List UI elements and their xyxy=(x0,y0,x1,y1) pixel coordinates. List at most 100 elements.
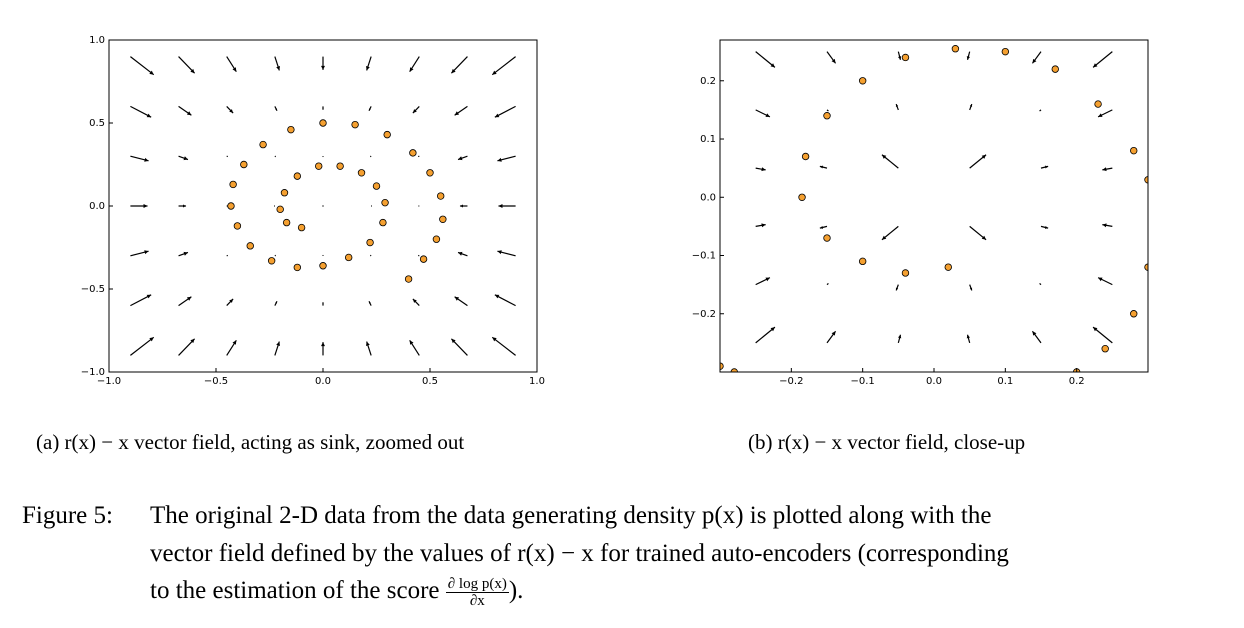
vector-arrow xyxy=(322,302,324,306)
vector-arrow xyxy=(412,105,420,114)
vector-arrow xyxy=(1040,225,1049,229)
vector-arrow xyxy=(274,301,278,306)
vector-arrow xyxy=(321,342,325,356)
caption-line: to the estimation of the score xyxy=(150,577,440,605)
vector-arrow xyxy=(819,225,828,229)
data-point xyxy=(319,262,327,270)
data-point xyxy=(1051,65,1059,73)
x-tick-label: 0.0 xyxy=(315,376,331,387)
x-tick-label: −0.5 xyxy=(204,376,228,387)
vector-arrow xyxy=(826,51,837,64)
data-point xyxy=(227,202,235,210)
vector-arrow xyxy=(409,56,420,73)
vector-arrow xyxy=(826,109,829,112)
data-point xyxy=(823,234,831,242)
data-point xyxy=(381,198,389,207)
vector-arrow xyxy=(755,223,766,228)
vector-arrow xyxy=(274,341,281,356)
data-point xyxy=(287,125,295,134)
data-point xyxy=(409,149,417,157)
vector-arrow xyxy=(130,155,149,162)
fraction: ∂ log p(x) ∂x xyxy=(445,576,509,609)
vector-arrow xyxy=(966,334,971,344)
vector-arrow xyxy=(412,298,420,307)
y-tick-label: −0.2 xyxy=(692,309,716,320)
vector-arrow xyxy=(897,334,902,344)
data-point xyxy=(1094,100,1102,108)
x-tick-label: −1.0 xyxy=(97,376,121,387)
vector-arrow xyxy=(274,56,281,71)
vector-arrow xyxy=(130,204,148,208)
y-tick-label: 0.2 xyxy=(700,76,716,87)
data-point xyxy=(1101,345,1109,353)
data-point xyxy=(344,253,353,262)
x-tick-label: 0.5 xyxy=(422,376,438,387)
vector-arrow xyxy=(1092,51,1113,68)
vector-arrow xyxy=(178,155,189,161)
y-tick-label: −1.0 xyxy=(81,367,105,378)
vector-arrow xyxy=(497,155,516,162)
data-point xyxy=(372,182,381,190)
vector-arrow xyxy=(1102,167,1113,172)
subcaption: (b) r(x) − x vector field, close-up xyxy=(748,430,1026,454)
vector-arrow xyxy=(365,341,372,356)
vector-arrow xyxy=(755,109,771,118)
data-point xyxy=(246,242,254,250)
data-point xyxy=(233,222,242,230)
x-tick-label: 1.0 xyxy=(529,376,545,387)
vector-arrow xyxy=(755,277,771,286)
y-tick-label: 0.5 xyxy=(89,118,105,129)
data-point xyxy=(951,45,960,53)
data-point xyxy=(259,140,267,149)
data-point xyxy=(293,172,302,180)
figure-label: Figure 5: xyxy=(22,502,113,529)
data-point xyxy=(858,257,867,266)
vector-arrow xyxy=(1039,283,1042,286)
vector-arrow xyxy=(1040,165,1049,169)
caption-line: The original 2-D data from the data gene… xyxy=(150,502,992,529)
denominator: ∂x xyxy=(469,593,485,609)
vector-arrow xyxy=(226,105,234,114)
data-point xyxy=(858,77,867,85)
data-point xyxy=(419,255,428,263)
vector-arrow xyxy=(454,296,468,307)
vector-arrow xyxy=(969,225,987,241)
vector-arrow xyxy=(457,251,468,257)
data-point xyxy=(276,205,284,214)
vector-arrow xyxy=(498,204,516,208)
caption-line: vector field defined by the values of r(… xyxy=(150,540,1009,567)
vector-arrow xyxy=(178,204,187,208)
x-tick-label: 0.1 xyxy=(997,376,1013,387)
y-tick-label: 0.0 xyxy=(89,201,105,212)
data-point xyxy=(439,215,447,223)
data-point xyxy=(229,180,237,189)
vector-arrow xyxy=(966,51,971,60)
data-point xyxy=(383,130,391,139)
data-point xyxy=(280,189,289,197)
vector-arrow xyxy=(491,336,516,356)
data-point xyxy=(319,119,327,127)
vector-arrow xyxy=(1097,109,1113,118)
vector-arrow xyxy=(755,167,766,172)
vector-arrow xyxy=(881,154,899,169)
vector-arrow xyxy=(895,284,899,291)
vector-arrow xyxy=(494,294,516,307)
data-point xyxy=(351,120,359,129)
caption-last-line: to the estimation of the score ∂ log p(x… xyxy=(150,576,523,609)
data-point xyxy=(823,112,831,120)
y-tick-label: 0.0 xyxy=(700,192,716,203)
vector-arrow xyxy=(130,294,152,307)
data-point xyxy=(1130,310,1138,318)
vector-arrow xyxy=(178,251,189,257)
vector-arrow xyxy=(826,283,829,286)
vector-arrow xyxy=(178,296,192,307)
data-point xyxy=(297,223,306,232)
data-point xyxy=(798,193,806,201)
plot-frame xyxy=(719,39,1149,373)
vector-arrow xyxy=(457,155,468,161)
vector-arrow xyxy=(1102,223,1113,228)
vector-arrow xyxy=(1092,326,1113,344)
vector-arrow xyxy=(178,105,192,116)
data-point xyxy=(1001,47,1010,56)
